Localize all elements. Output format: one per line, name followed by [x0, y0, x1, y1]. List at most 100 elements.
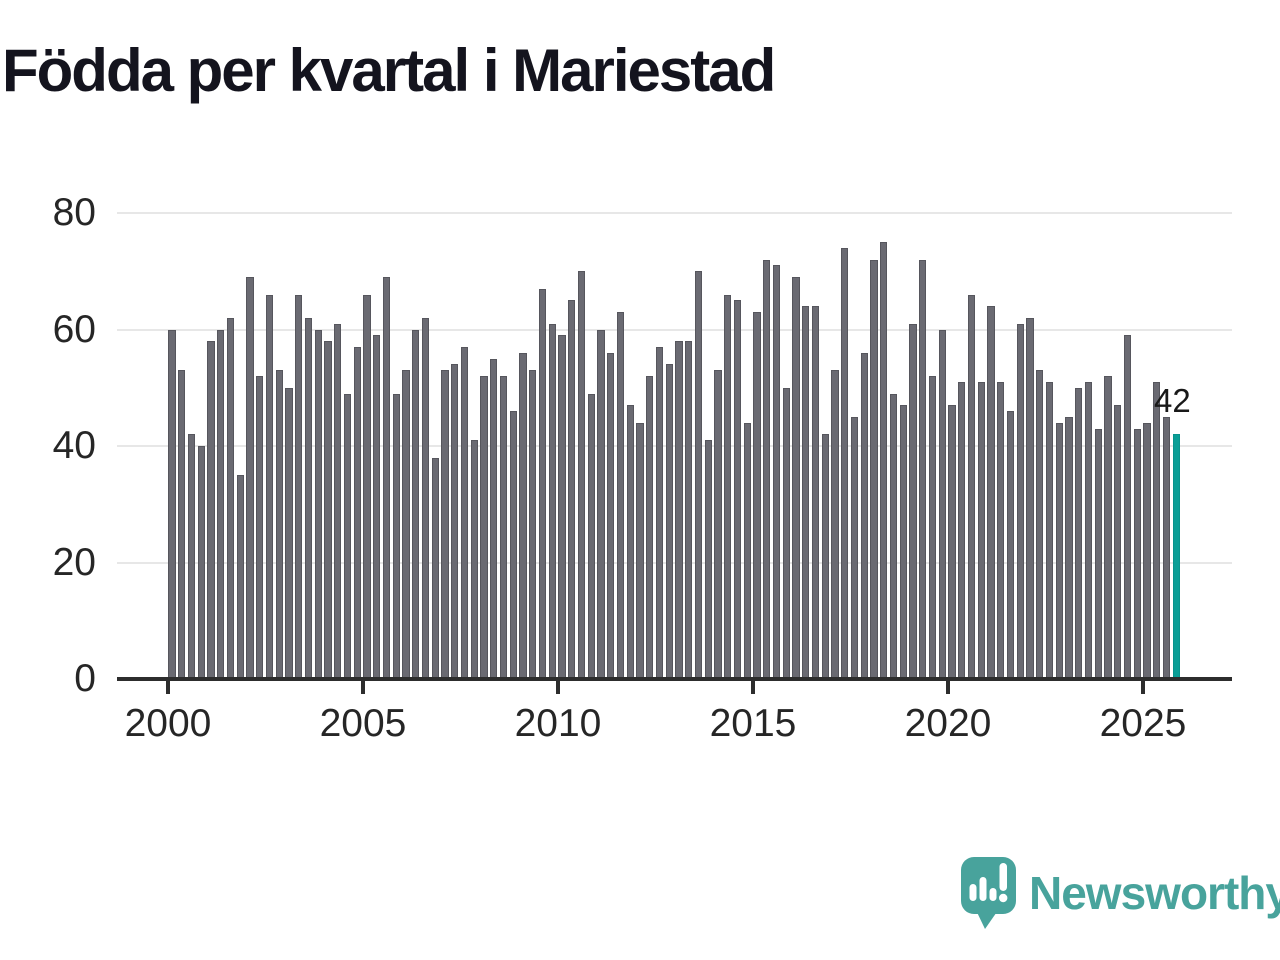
bar: [919, 259, 927, 679]
last-value-label: 42: [1154, 382, 1191, 419]
newsworthy-logo-icon: [961, 857, 1016, 929]
brand-name: Newsworthy: [1029, 867, 1280, 919]
bar: [412, 329, 420, 679]
bar: [977, 381, 985, 679]
bar: [616, 312, 625, 679]
bar: [821, 434, 829, 679]
bar: [470, 440, 478, 679]
bar: [285, 387, 293, 679]
bar: [753, 312, 761, 679]
bar: [1075, 387, 1083, 679]
x-axis-line: [117, 677, 1232, 681]
bar: [509, 411, 517, 679]
bar: [1094, 428, 1102, 679]
bar: [421, 317, 430, 679]
bar: [168, 329, 176, 679]
bar: [724, 294, 732, 679]
bar: [314, 329, 322, 679]
bar: [802, 306, 810, 679]
x-tick-label: 2015: [709, 702, 797, 745]
bar: [197, 446, 205, 679]
bar: [568, 300, 576, 679]
bar: [187, 434, 196, 679]
bar: [967, 294, 976, 679]
bar: [373, 335, 381, 679]
x-tick-label: 2010: [514, 702, 602, 745]
newsworthy-logo: Newsworthy: [961, 857, 1280, 929]
bar: [841, 247, 849, 679]
bar: [451, 364, 459, 679]
bar: [636, 422, 644, 679]
bar: [850, 416, 859, 679]
bar: [295, 294, 303, 679]
bar: [1065, 416, 1073, 679]
bar: [743, 422, 751, 679]
bar: [431, 457, 439, 679]
x-tick-mark: [166, 679, 170, 694]
bar: [831, 370, 839, 679]
x-tick-label: 2025: [1099, 702, 1187, 745]
bar: [363, 294, 371, 679]
bar: [480, 376, 488, 679]
bar: [1026, 317, 1034, 679]
bar: [792, 277, 800, 679]
bar: [1133, 428, 1141, 679]
bar: [402, 370, 410, 679]
bar: [1045, 381, 1054, 679]
x-tick-label: 2020: [904, 702, 992, 745]
bar: [1036, 370, 1044, 679]
bar: [958, 381, 966, 679]
bar: [587, 393, 595, 679]
bar: [1162, 416, 1171, 679]
x-tick-mark: [751, 679, 755, 694]
bar: [685, 341, 693, 679]
bar: [217, 329, 225, 679]
y-tick-label: 60: [52, 307, 96, 351]
bar: [763, 259, 771, 679]
bar: [1084, 381, 1093, 679]
bar: [1153, 381, 1161, 679]
bar: [655, 346, 664, 679]
bar: [558, 335, 566, 679]
bar: [382, 277, 391, 679]
bar: [1143, 422, 1151, 679]
bar: [460, 346, 469, 679]
bar: [490, 358, 498, 679]
bar: [675, 341, 683, 679]
gridline-y-80: [117, 212, 1232, 214]
bar: [772, 265, 781, 679]
bar: [256, 376, 264, 679]
bar: [577, 271, 586, 679]
bar: [694, 271, 703, 679]
gridline-y-40: [117, 445, 1232, 447]
y-tick-label: 0: [74, 657, 96, 700]
bar-highlight-latest: [1172, 434, 1180, 679]
bar: [880, 242, 888, 679]
bar: [928, 376, 937, 679]
bar: [782, 387, 790, 679]
bar: [178, 370, 186, 679]
bar: [860, 352, 868, 679]
bar: [548, 323, 556, 679]
x-tick-mark: [1141, 679, 1145, 694]
bar: [733, 300, 742, 679]
x-tick-label: 2000: [124, 702, 212, 745]
bar: [324, 341, 332, 679]
bar: [987, 306, 995, 679]
bar: [529, 370, 537, 679]
gridline-y-20: [117, 561, 1232, 564]
bar: [626, 405, 634, 679]
bar: [334, 323, 342, 679]
bar: [704, 440, 712, 679]
bar: [607, 352, 615, 679]
gridline-y-60: [117, 328, 1232, 331]
bar: [997, 381, 1005, 679]
bar: [938, 329, 946, 679]
bar: [441, 370, 449, 679]
x-tick-mark: [946, 679, 950, 694]
brand-footer: Newsworthy: [950, 848, 1280, 938]
bar: [343, 393, 352, 679]
bar: [948, 405, 956, 679]
bar: [207, 341, 215, 679]
